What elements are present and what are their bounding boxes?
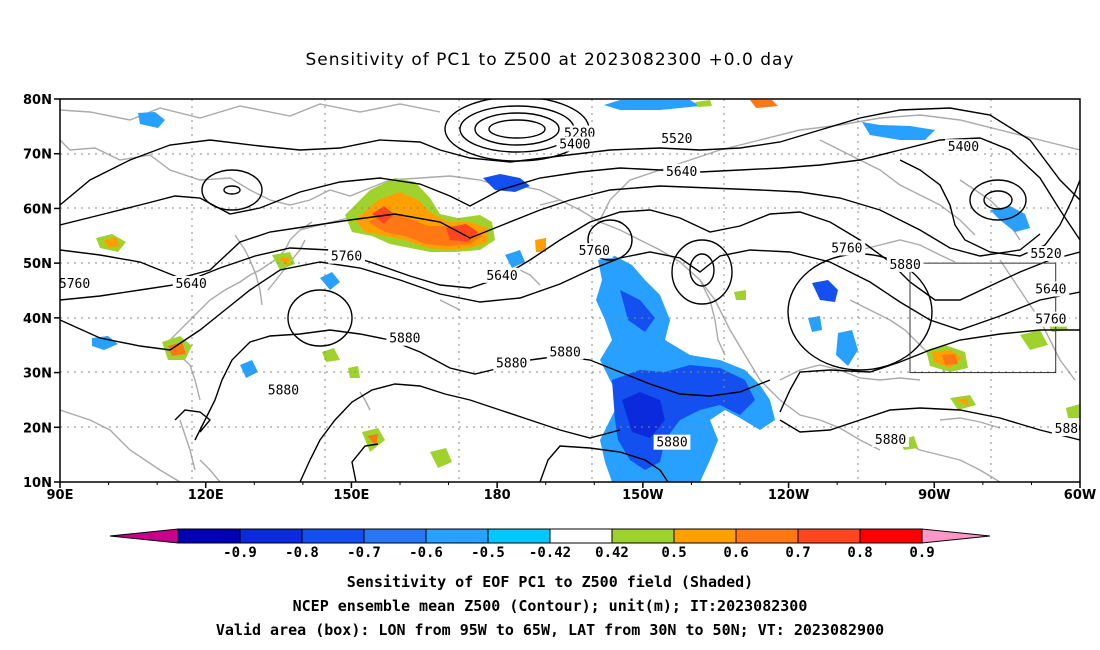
lat-tick-label: 40N — [23, 312, 52, 327]
lat-tick-label: 30N — [23, 367, 52, 382]
colorbar-swatch — [735, 528, 799, 544]
contour-label-bg — [1051, 421, 1080, 437]
colorbar-tick-label: -0.7 — [347, 545, 381, 561]
contour-label: 5880 — [389, 332, 420, 347]
lat-tick-label: 60N — [23, 202, 52, 217]
lat-tick-label: 70N — [23, 148, 52, 163]
contour-label: 5880 — [1055, 422, 1086, 437]
colorbar-swatch — [363, 528, 427, 544]
contour-label-bg — [493, 355, 531, 371]
contour-label-bg — [1032, 281, 1070, 297]
contour-label: 5880 — [656, 436, 687, 451]
colorbar-swatch — [177, 528, 241, 544]
lat-tick-label: 10N — [23, 476, 52, 491]
sensitivity-shading — [92, 100, 1080, 482]
colorbar-tick-label: 0.5 — [661, 545, 686, 561]
colorbar-tick-label: 0.42 — [595, 545, 629, 561]
contour-label-bg — [1027, 245, 1065, 261]
colorbar-tick-label: -0.8 — [285, 545, 319, 561]
lon-tick-label: 120E — [188, 488, 224, 503]
colorbar-low-extend — [109, 528, 179, 544]
contour-label: 5760 — [579, 244, 610, 259]
contour-label: 5640 — [1035, 283, 1066, 298]
grid-lines — [60, 99, 1080, 482]
colorbar-high-extend — [921, 528, 991, 544]
contour-label-bg — [1032, 311, 1070, 327]
colorbar-swatch — [611, 528, 675, 544]
contour-label-bg — [663, 163, 701, 179]
contour-label-bg — [60, 276, 93, 292]
contour-label-bg — [886, 256, 924, 272]
contour-label-bg — [658, 131, 696, 147]
contour-label-bg — [546, 344, 584, 360]
colorbar-swatch — [797, 528, 861, 544]
longitude-axis: 90E 120E 150E 180 150W 120W 90W 60W — [47, 482, 1096, 503]
lon-tick-label: 90E — [47, 488, 74, 503]
contour-label-bg — [265, 382, 302, 398]
contour-label-bg — [575, 243, 613, 259]
contour-label: 5760 — [331, 250, 362, 265]
contour-label: 5760 — [1035, 313, 1066, 328]
lon-tick-label: 150W — [622, 488, 663, 503]
contour-label: 5760 — [831, 241, 862, 256]
contour-label: 5880 — [875, 433, 906, 448]
caption-line-1: Sensitivity of EOF PC1 to Z500 field (Sh… — [346, 573, 754, 591]
colorbar-tick-label: 0.6 — [723, 545, 748, 561]
height-contours — [60, 99, 1080, 482]
contour-label-bg — [172, 276, 210, 292]
colorbar-swatch — [239, 528, 303, 544]
colorbar-swatch — [301, 528, 365, 544]
colorbar-swatch — [487, 528, 551, 544]
contour-label-bg — [828, 240, 866, 256]
coastlines — [60, 103, 1080, 482]
contour-label-bg — [386, 330, 424, 346]
contour-label-bg — [556, 136, 594, 152]
contour-label-bg — [945, 139, 982, 155]
colorbar-tick-label: -0.9 — [223, 545, 257, 561]
caption-line-2: NCEP ensemble mean Z500 (Contour); unit(… — [292, 597, 808, 615]
lon-tick-label: 90W — [918, 488, 950, 503]
lon-tick-label: 120W — [768, 488, 809, 503]
colorbar-tick-label: -0.42 — [529, 545, 571, 561]
lon-tick-label: 60W — [1064, 488, 1096, 503]
contour-label: 5640 — [486, 269, 517, 284]
colorbar-tick-label: -0.5 — [471, 545, 505, 561]
contour-label: 5400 — [948, 140, 979, 155]
latitude-axis: 80N 70N 60N 50N 40N 30N 20N 10N — [23, 93, 60, 491]
colorbar-tick-label: 0.8 — [847, 545, 872, 561]
contour-label: 5400 — [559, 138, 590, 153]
contour-label-bg — [872, 431, 909, 447]
contour-label: 5640 — [175, 277, 206, 292]
lon-tick-label: 180 — [484, 488, 511, 503]
colorbar-tick-label: 0.7 — [785, 545, 810, 561]
contour-label-bg — [483, 267, 521, 283]
lat-tick-label: 20N — [23, 421, 52, 436]
plot-title: Sensitivity of PC1 to Z500 at 2023082300… — [305, 50, 795, 70]
plot-frame — [59, 98, 1081, 483]
lat-tick-label: 50N — [23, 257, 52, 272]
contour-label: 5640 — [666, 165, 697, 180]
contour-label: 5760 — [59, 277, 90, 292]
colorbar-swatch — [549, 528, 613, 544]
contour-label: 5880 — [496, 356, 527, 371]
colorbar-swatch — [859, 528, 923, 544]
colorbar-swatch — [425, 528, 489, 544]
contour-label: 5880 — [549, 345, 580, 360]
colorbar: -0.9 -0.8 -0.7 -0.6 -0.5 -0.42 0.42 0.5 0.6 0.7 0.… — [109, 528, 991, 561]
contour-label-bg — [653, 434, 691, 450]
colorbar-tick-label: 0.9 — [909, 545, 934, 561]
lon-tick-label: 150E — [333, 488, 369, 503]
contour-label: 5880 — [889, 258, 920, 273]
caption-line-3: Valid area (box): LON from 95W to 65W, L… — [215, 621, 885, 639]
contour-label: 5520 — [1030, 247, 1061, 262]
contour-label: 5880 — [268, 384, 299, 399]
contour-label-bg — [328, 248, 365, 264]
lat-tick-label: 80N — [23, 93, 52, 108]
colorbar-tick-label: -0.6 — [409, 545, 443, 561]
colorbar-swatch — [673, 528, 737, 544]
contour-label: 5520 — [661, 132, 692, 147]
